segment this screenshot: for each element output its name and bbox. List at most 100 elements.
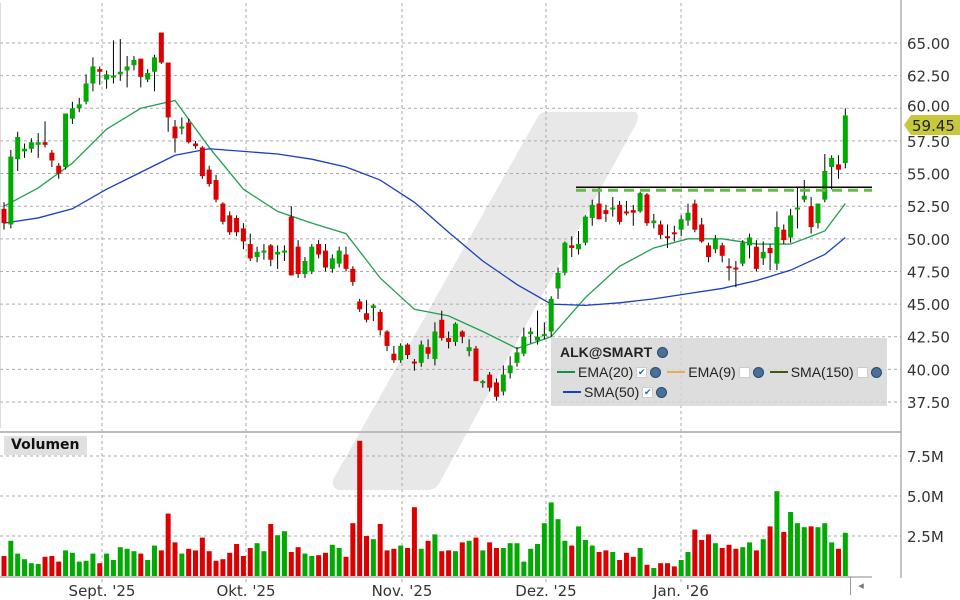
volume-bar [829,542,835,576]
volume-bar [336,548,342,576]
candle-down [227,215,233,233]
volume-bar [83,560,89,576]
candle-up [104,74,110,80]
sma50-line [3,148,846,307]
price-tick-label: 50.00 [907,231,950,249]
price-tick-label: 47.50 [907,263,950,281]
candle-up [151,57,157,72]
checkbox-checked-icon[interactable]: ✔ [636,366,648,378]
volume-bar [480,550,486,576]
volume-bar [158,550,164,576]
candle-down [247,244,253,259]
candle-down [350,268,356,282]
volume-bar [774,491,780,576]
candle-down [569,245,575,248]
candle-up [801,195,807,200]
volume-bar [514,543,520,576]
candle-up [788,215,794,238]
candle-down [596,203,602,220]
volume-bar [747,542,753,576]
candle-down [206,169,212,184]
volume-bar [405,548,411,576]
candle-up [179,126,185,129]
candle-up [309,246,315,272]
checkbox-unchecked-icon[interactable] [856,366,868,378]
volume-bar [97,563,103,576]
ema9-swatch [667,371,686,373]
candle-up [774,227,780,264]
volume-bar [117,547,123,576]
candle-up [275,251,281,255]
volume-bar [343,556,349,576]
settings-icon[interactable] [656,386,668,398]
settings-icon[interactable] [752,366,764,378]
settings-icon[interactable] [870,366,882,378]
candle-down [664,236,670,239]
candle-down [199,147,205,177]
volume-bar [186,548,192,576]
volume-bar [151,545,157,576]
legend-item-sma150[interactable]: SMA(150) [769,364,882,380]
volume-bar [541,523,547,576]
candle-up [83,83,89,102]
volume-bar [815,527,821,576]
volume-bar [535,544,541,576]
volume-bar [432,534,438,576]
candle-up [514,352,520,363]
volume-bar [596,552,602,576]
price-tick-label: 60.00 [907,97,950,115]
volume-bar [76,561,82,576]
price-tick-label: 62.50 [907,68,950,86]
volume-bar [685,552,691,576]
volume-bar [740,547,746,576]
settings-icon[interactable] [657,346,669,358]
legend-label: EMA(9) [688,364,736,380]
candle-down [186,122,192,143]
volume-bar [268,524,274,576]
candle-up [528,331,534,335]
legend-item-ema9[interactable]: EMA(9) [667,364,764,380]
candle-down [733,267,739,270]
scroll-left-button[interactable]: ◂ [850,577,871,595]
volume-bar [569,545,575,576]
candle-up [452,323,458,342]
volume-bar [193,550,199,576]
price-tick-label: 52.50 [907,198,950,216]
volume-bar [733,548,739,576]
checkbox-checked-icon[interactable]: ✔ [642,386,654,398]
candle-up [145,73,151,80]
candle-down [322,250,328,268]
candle-down [172,126,178,139]
volume-bar [391,548,397,576]
candle-up [35,142,41,145]
candle-up [500,374,506,392]
candle-up [124,66,130,71]
candle-up [336,250,342,264]
volume-panel-label: Volumen [4,436,87,455]
volume-bar [808,526,814,576]
sma50-swatch [563,391,581,393]
volume-bar [555,519,561,576]
date-tick-label: Okt. '25 [216,582,275,600]
candle-down [719,245,725,256]
volume-bar [781,532,787,576]
volume-bar [206,551,212,576]
candle-down [42,142,48,145]
volume-bar [719,548,725,576]
candle-down [213,180,219,200]
volume-bar [28,563,34,576]
price-tick-label: 55.00 [907,166,950,184]
date-tick-label: Nov. '25 [372,582,433,600]
sma150-swatch [769,371,788,373]
volume-bar [411,507,417,576]
checkbox-unchecked-icon[interactable] [738,366,750,378]
legend-item-sma50[interactable]: SMA(50) ✔ [563,384,668,400]
settings-icon[interactable] [650,366,662,378]
volume-bar [295,547,301,576]
volume-bar [418,548,424,576]
volume-bar [425,540,431,576]
watermark-logo [332,112,638,490]
legend-item-ema20[interactable]: EMA(20) ✔ [557,364,662,380]
candle-down [411,361,417,364]
